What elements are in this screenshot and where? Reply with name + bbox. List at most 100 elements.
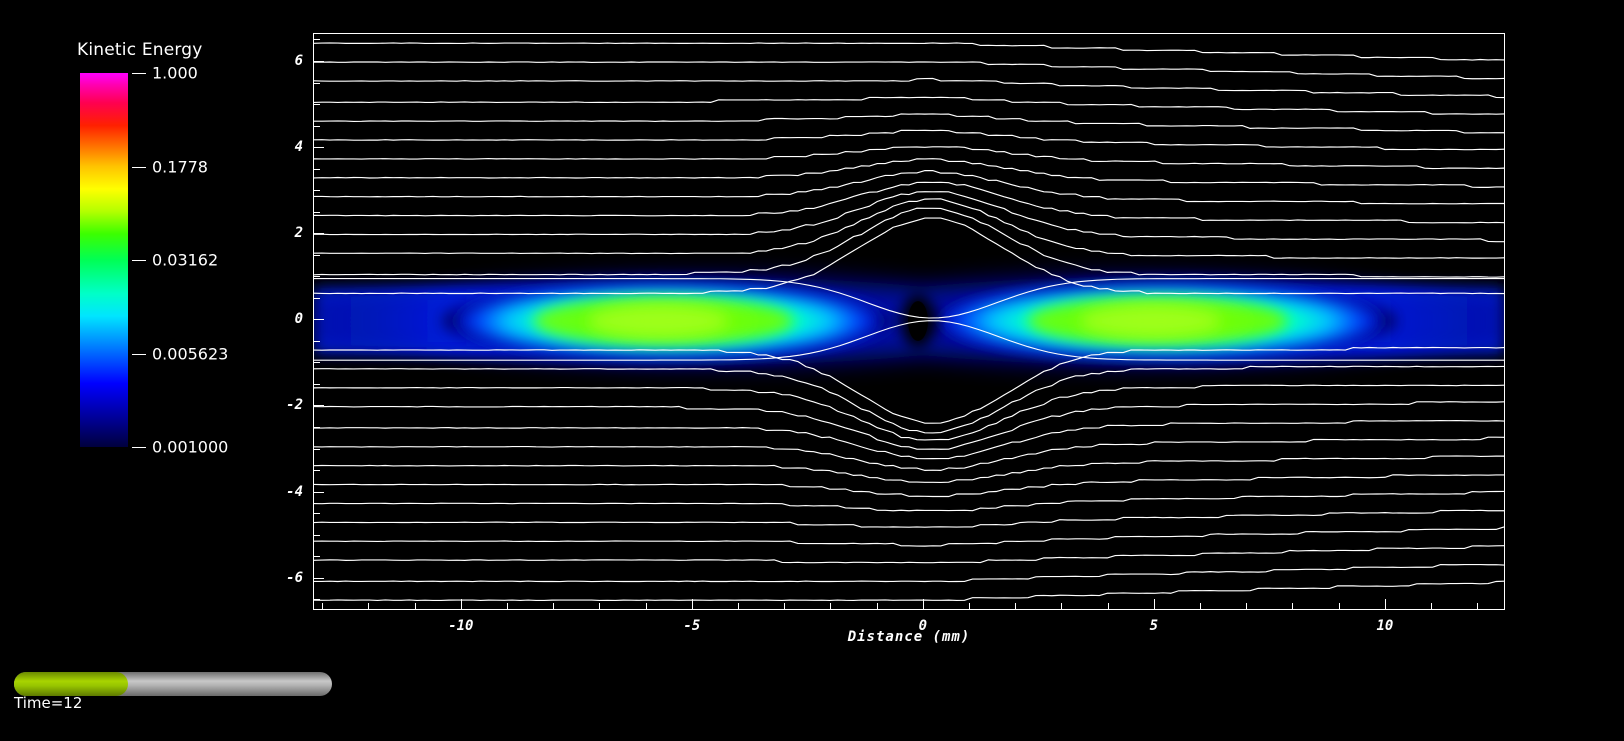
x-tick-label: -5 — [683, 618, 701, 634]
y-tick-label: -2 — [286, 397, 303, 414]
magnetic-field-lines — [314, 42, 1504, 602]
y-tick-minor — [313, 254, 320, 256]
field-line — [314, 181, 1504, 224]
x-tick-minor — [1477, 603, 1479, 610]
colorbar-tick-mark — [132, 260, 146, 261]
x-tick-minor — [1107, 603, 1109, 610]
x-tick-minor — [876, 603, 878, 610]
x-tick-minor — [599, 603, 601, 610]
left-outflow-jet — [314, 284, 894, 358]
field-line — [314, 113, 1504, 134]
y-tick-major — [313, 577, 324, 579]
x-axis-title: Distance (mm) — [847, 629, 971, 645]
y-tick-minor — [313, 470, 320, 472]
field-line — [314, 580, 1504, 602]
colorbar-tick-label: 0.1778 — [152, 157, 208, 176]
field-line — [314, 474, 1504, 498]
field-line — [314, 169, 1504, 205]
x-tick-label: 5 — [1149, 618, 1159, 634]
y-tick-minor — [313, 426, 320, 428]
colorbar-tick-mark — [132, 73, 146, 74]
colorbar-tick-mark — [132, 166, 146, 168]
field-line — [314, 129, 1504, 151]
field-line — [314, 191, 1504, 243]
field-line — [314, 401, 1504, 450]
y-tick-minor — [313, 556, 320, 558]
x-tick-minor — [1246, 603, 1248, 610]
time-slider[interactable] — [14, 672, 332, 696]
field-line — [314, 198, 1504, 259]
slider-fill — [14, 672, 129, 696]
y-tick-minor — [313, 599, 320, 601]
x-tick-minor — [738, 603, 740, 610]
y-tick-label: 0 — [294, 311, 303, 328]
y-tick-minor — [313, 276, 320, 278]
y-tick-label: 4 — [294, 139, 303, 156]
y-tick-minor — [313, 190, 320, 192]
x-tick-minor — [1015, 603, 1017, 610]
x-tick-minor — [830, 603, 832, 610]
x-tick-minor — [784, 603, 786, 610]
y-tick-minor — [313, 104, 320, 106]
x-tick-minor — [645, 603, 647, 610]
y-tick-major — [313, 491, 324, 493]
x-tick-minor — [553, 603, 555, 610]
x-tick-minor — [368, 603, 370, 610]
x-tick-label: 0 — [918, 618, 928, 634]
field-line — [314, 509, 1504, 528]
field-line — [314, 146, 1504, 170]
time-readout: Time=12 — [14, 694, 83, 712]
field-line — [314, 365, 1504, 434]
field-line — [314, 346, 1504, 424]
y-tick-minor — [313, 448, 320, 450]
x-tick-minor — [1431, 603, 1433, 610]
field-line — [314, 96, 1504, 115]
y-tick-label: 6 — [294, 52, 303, 69]
y-tick-minor — [313, 383, 320, 385]
y-tick-major — [313, 405, 324, 407]
x-tick-minor — [1338, 603, 1340, 610]
plot-frame — [313, 33, 1505, 610]
x-tick-minor — [1292, 603, 1294, 610]
field-line — [314, 42, 1504, 61]
plot-area: -10 -5 0 5 10 -6 -4 -2 0 2 4 6 Distance (mm) — [286, 33, 1505, 645]
y-tick-minor — [313, 82, 320, 84]
field-line — [314, 217, 1504, 295]
colorbar-tick-mark — [132, 353, 146, 355]
x-tick-minor — [969, 603, 971, 610]
x-tick-major — [1153, 599, 1155, 610]
y-tick-minor — [313, 362, 320, 364]
right-outflow-jet — [925, 284, 1504, 358]
x-tick-major — [460, 599, 462, 610]
colorbar-legend: Kinetic Energy 1.000 0.1778 0.03162 0.00562… — [77, 40, 310, 460]
separatrix-line — [314, 320, 1504, 361]
y-tick-minor — [313, 340, 320, 342]
y-tick-label: -6 — [286, 569, 303, 586]
field-line — [314, 207, 1504, 278]
colorbar-tick-label: 1.000 — [152, 63, 198, 83]
field-line — [314, 563, 1504, 583]
y-tick-minor — [313, 125, 320, 127]
field-line — [314, 526, 1504, 547]
field-line — [314, 545, 1504, 564]
y-tick-label: -4 — [286, 483, 303, 500]
field-line — [314, 61, 1504, 80]
plot-canvas — [314, 34, 1504, 609]
y-tick-minor — [313, 534, 320, 536]
y-tick-minor — [313, 513, 320, 515]
x-tick-minor — [1061, 603, 1063, 610]
field-line — [314, 158, 1504, 188]
y-tick-major — [313, 233, 324, 235]
x-tick-minor — [1200, 603, 1202, 610]
field-line — [314, 455, 1504, 484]
y-tick-major — [313, 60, 324, 62]
colorbar-tick-label: 0.005623 — [152, 344, 229, 363]
field-line — [314, 77, 1504, 99]
slider-track[interactable] — [14, 672, 332, 696]
field-line — [314, 384, 1504, 441]
y-tick-minor — [313, 39, 320, 41]
separatrix-line — [314, 278, 1504, 319]
x-tick-label: -10 — [448, 618, 474, 634]
y-tick-major — [313, 147, 324, 149]
y-tick-minor — [313, 297, 320, 299]
